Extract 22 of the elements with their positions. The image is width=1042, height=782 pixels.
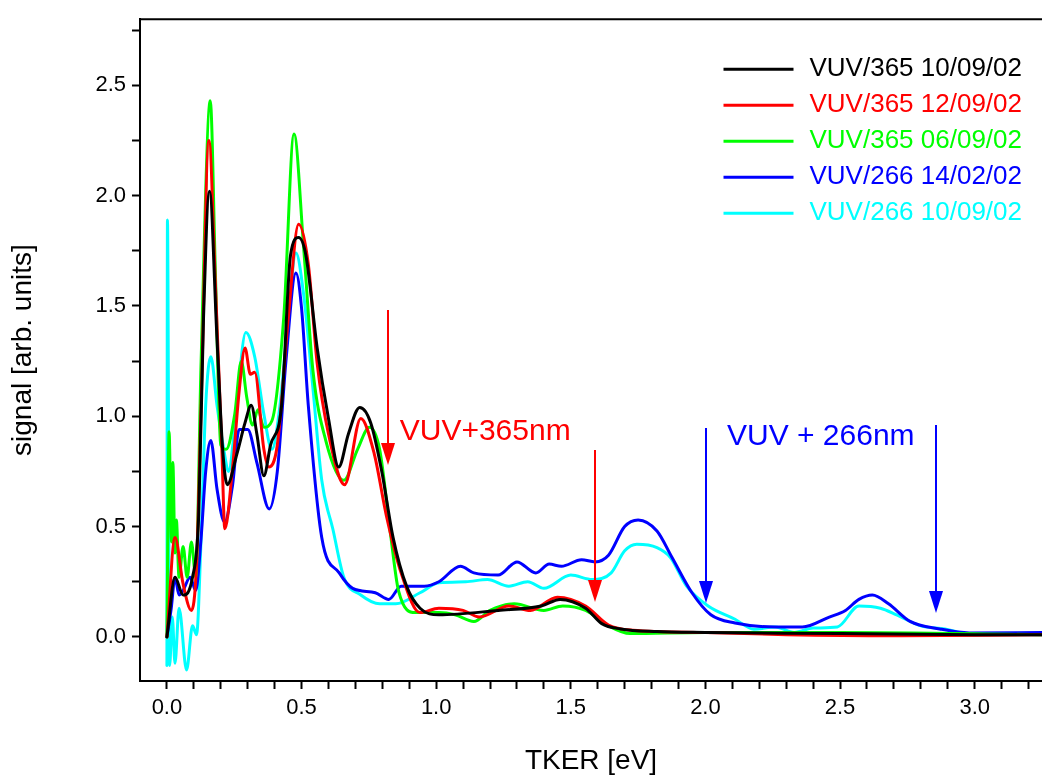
y-axis-title: signal [arb. units] [5,244,37,456]
legend-label: VUV/365 12/09/02 [809,88,1023,119]
y-tick-label: 0.0 [95,622,126,648]
y-tick-label: 0.5 [95,512,126,538]
legend-label: VUV/365 10/09/02 [809,52,1023,83]
x-tick-label: 0.0 [151,694,183,720]
x-tick-label: 1.0 [420,694,452,720]
x-tick-label: 3.0 [959,694,990,720]
annotation: VUV + 266nm [727,418,915,451]
x-tick-label: 0.5 [286,694,317,720]
legend-label: VUV/266 14/02/02 [809,160,1023,191]
y-tick-label: 1.5 [95,292,126,318]
x-tick-label: 2.0 [690,694,721,720]
y-tick-label: 2.0 [95,181,126,207]
legend-label: VUV/266 10/09/02 [809,196,1023,227]
y-tick-label: 1.0 [95,402,126,428]
x-tick-label: 2.5 [824,694,856,720]
x-axis-title: TKER [eV] [524,743,658,775]
legend-label: VUV/365 06/09/02 [809,124,1023,155]
y-tick-label: 2.5 [95,71,126,97]
x-tick-label: 1.5 [555,694,587,720]
annotation: VUV+365nm [399,413,571,447]
